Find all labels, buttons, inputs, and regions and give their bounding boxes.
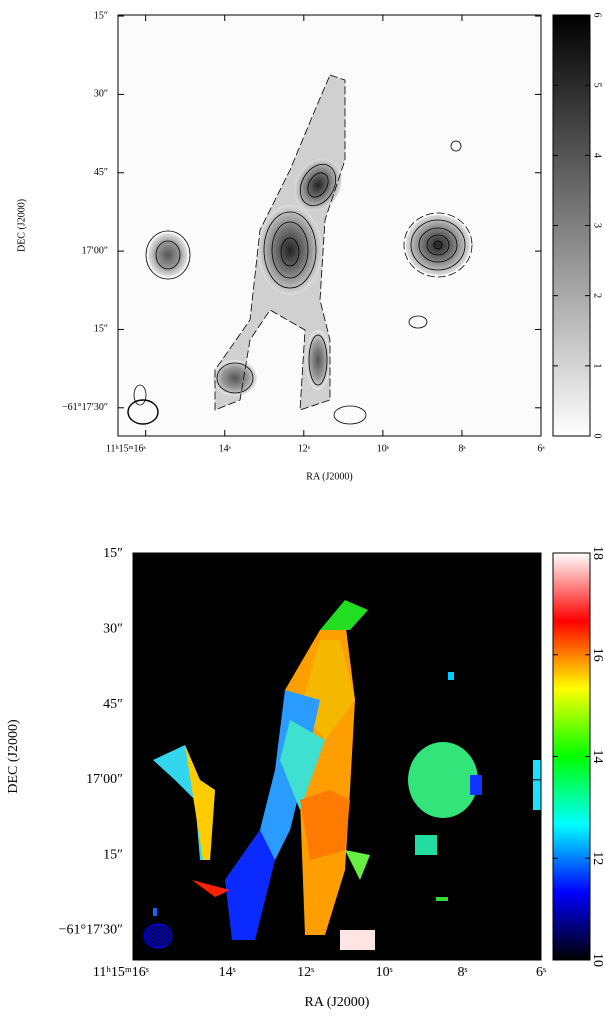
x-tick-label: 10ˢ [377, 443, 389, 454]
velocity-panel: 11ʰ15ᵐ16ˢ 14ˢ 12ˢ 10ˢ 8ˢ 6ˢ 15″ 30″ 45″ 17′00″ 15″… [6, 546, 605, 1010]
x-tick-label: 11ʰ15ᵐ16ˢ [106, 443, 146, 454]
intensity-image [118, 15, 541, 436]
y-tick-label: −61°17′30″ [59, 923, 124, 938]
x-tick-label: 6ˢ [536, 965, 546, 980]
x-tick-label: 8ˢ [458, 965, 468, 980]
plot-frame [117, 14, 542, 437]
x-tick-label: 10ˢ [376, 965, 393, 980]
y-axis-label: DEC (J2000) [16, 199, 27, 252]
y-tick-label: 45″ [103, 697, 123, 712]
y-tick-label: 17′00″ [86, 772, 123, 787]
colorbar-tick-label: 5 [592, 83, 603, 88]
colorbar-tick-label: 4 [592, 153, 603, 158]
y-tick-label: 15″ [103, 546, 123, 561]
y-tick-label: 45″ [94, 167, 108, 178]
y-tick-label: −61°17′30″ [62, 402, 108, 413]
colorbar-tick-label: 2 [592, 293, 603, 298]
x-tick-label: 12ˢ [297, 965, 314, 980]
colorbar-tick-label: 6 [592, 13, 603, 18]
y-tick-label: 30″ [94, 89, 108, 100]
colorbar-tick-label: 14 [590, 750, 605, 764]
x-axis-label: RA (J2000) [305, 995, 370, 1010]
x-tick-label: 8ˢ [458, 443, 465, 454]
x-tick-label: 12ˢ [298, 443, 310, 454]
colorbar-tick-label: 10 [590, 953, 605, 967]
colorbar-tick-label: 16 [590, 648, 605, 662]
y-tick-label: 15″ [94, 324, 108, 335]
colorbar [552, 552, 591, 961]
colorbar [552, 14, 591, 437]
y-tick-label: 15″ [103, 847, 123, 862]
y-tick-label: 17′00″ [82, 245, 108, 256]
y-axis-label: DEC (J2000) [6, 719, 21, 794]
colorbar-tick-label: 12 [590, 851, 605, 865]
colorbar-tick-label: 3 [592, 223, 603, 228]
intensity-panel: 11ʰ15ᵐ16ˢ 14ˢ 12ˢ 10ˢ 8ˢ 6ˢ 15″ 30″ 45″ 17′00″ 15″… [16, 10, 602, 482]
colorbar-tick-label: 1 [592, 363, 603, 368]
x-tick-label: 11ʰ15ᵐ16ˢ [93, 965, 149, 980]
y-tick-label: 30″ [103, 621, 123, 636]
x-axis-label: RA (J2000) [306, 471, 352, 482]
velocity-image [133, 553, 541, 960]
x-tick-label: 14ˢ [219, 443, 231, 454]
x-tick-label: 6ˢ [537, 443, 544, 454]
colorbar-tick-label: 18 [590, 546, 605, 560]
x-tick-label: 14ˢ [219, 965, 236, 980]
colorbar-tick-label: 0 [592, 434, 603, 439]
y-tick-label: 15″ [94, 10, 108, 21]
plot-frame [132, 552, 542, 961]
